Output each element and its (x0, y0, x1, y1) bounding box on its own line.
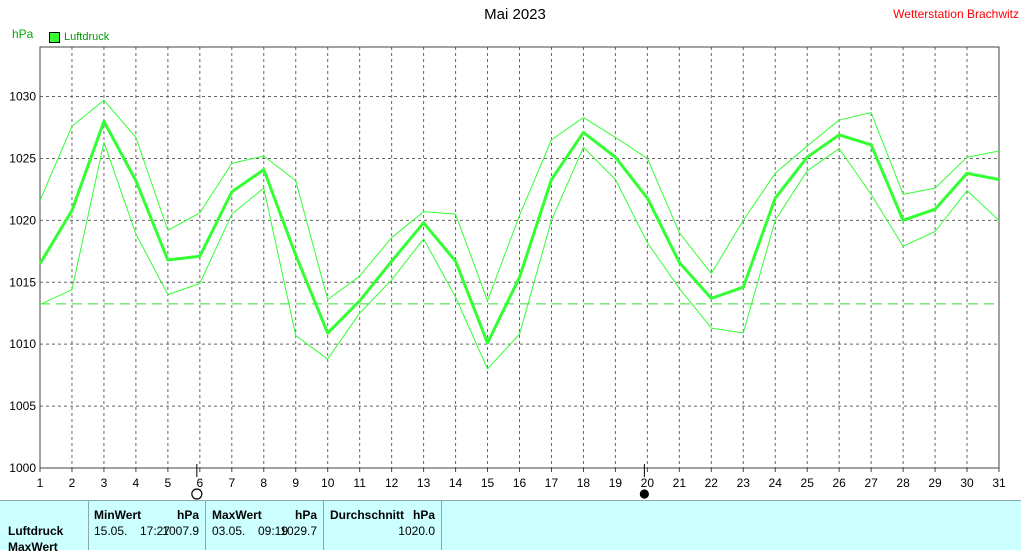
y-tick-label: 1030 (9, 90, 36, 104)
y-axis: 1000 1005 1010 1015 1020 1025 1030 (9, 90, 36, 475)
min-time: 17:27 (140, 524, 171, 538)
x-tick-label: 6 (196, 476, 203, 490)
series-group (38, 99, 1000, 370)
y-tick-label: 1015 (9, 275, 36, 289)
x-tick-label: 28 (896, 476, 910, 490)
y-axis-unit: hPa (12, 27, 34, 41)
x-tick-label: 21 (673, 476, 687, 490)
y-tick-label: 1010 (9, 337, 36, 351)
x-tick-label: 31 (992, 476, 1006, 490)
x-tick-label: 17 (545, 476, 559, 490)
x-tick-label: 5 (165, 476, 172, 490)
stats-min: MinWert hPa 15.05. 17:27 1007.9 (88, 501, 206, 550)
max-unit: hPa (294, 508, 317, 522)
x-tick-label: 26 (832, 476, 846, 490)
x-tick-label: 30 (960, 476, 974, 490)
y-tick-label: 1025 (9, 151, 36, 165)
max-time: 09:19 (258, 524, 289, 538)
y-tick-label: 1000 (9, 461, 36, 475)
stats-panel: Luftdruck MaxWert MinWert hPa 15.05. 17:… (0, 500, 1021, 554)
full-moon-icon (191, 488, 203, 500)
stats-avg: Durchschnitt hPa 1020.0 (324, 501, 442, 550)
avg-unit: hPa (412, 508, 435, 522)
x-tick-label: 20 (641, 476, 655, 490)
max-value: 1029.7 (280, 524, 317, 538)
x-tick-label: 29 (928, 476, 942, 490)
station-name: Wetterstation Brachwitz (893, 7, 1019, 21)
max-date: 03.05. (212, 524, 246, 538)
x-tick-label: 16 (513, 476, 527, 490)
x-tick-label: 14 (449, 476, 463, 490)
stats-max: MaxWert hPa 03.05. 09:19 1029.7 (206, 501, 324, 550)
x-tick-label: 11 (353, 476, 366, 490)
x-tick-label: 8 (260, 476, 267, 490)
x-tick-label: 13 (417, 476, 431, 490)
min-unit: hPa (176, 508, 199, 522)
x-tick-label: 2 (69, 476, 76, 490)
x-tick-label: 10 (321, 476, 335, 490)
x-tick-label: 4 (133, 476, 140, 490)
max-header: MaxWert (212, 508, 262, 522)
moon-phases (191, 464, 649, 500)
chart-title: Mai 2023 (484, 6, 546, 23)
x-axis: 1 2 3 4 5 6 7 8 9 10 11 12 13 14 15 16 17 18 19 20 21 22 23 24 2… (37, 468, 1006, 490)
min-date: 15.05. (94, 524, 128, 538)
x-tick-label: 9 (292, 476, 299, 490)
series-line-average (38, 119, 1000, 345)
legend: Luftdruck (49, 31, 109, 43)
series-line-min (39, 141, 1000, 370)
avg-value: 1020.0 (398, 524, 435, 538)
x-tick-label: 15 (481, 476, 495, 490)
min-header: MinWert (94, 508, 142, 522)
new-moon-icon (639, 489, 649, 499)
x-tick-label: 25 (801, 476, 815, 490)
x-tick-label: 23 (737, 476, 751, 490)
min-value: 1007.9 (162, 524, 199, 538)
x-tick-label: 3 (101, 476, 108, 490)
y-tick-label: 1005 (9, 399, 36, 413)
x-tick-label: 27 (864, 476, 878, 490)
x-tick-label: 12 (385, 476, 399, 490)
y-tick-label: 1020 (9, 213, 36, 227)
x-tick-label: 18 (577, 476, 591, 490)
row-label-maxwert: MaxWert (8, 540, 58, 554)
series-line-max (39, 99, 1000, 302)
x-tick-label: 22 (705, 476, 719, 490)
x-tick-label: 24 (769, 476, 783, 490)
stats-row-labels: Luftdruck MaxWert (0, 501, 89, 554)
x-tick-label: 7 (228, 476, 235, 490)
x-tick-label: 1 (37, 476, 44, 490)
legend-swatch (49, 31, 60, 43)
legend-label: Luftdruck (64, 31, 110, 43)
x-tick-label: 19 (609, 476, 623, 490)
row-label-luftdruck: Luftdruck (8, 524, 64, 538)
avg-header: Durchschnitt (330, 508, 405, 522)
